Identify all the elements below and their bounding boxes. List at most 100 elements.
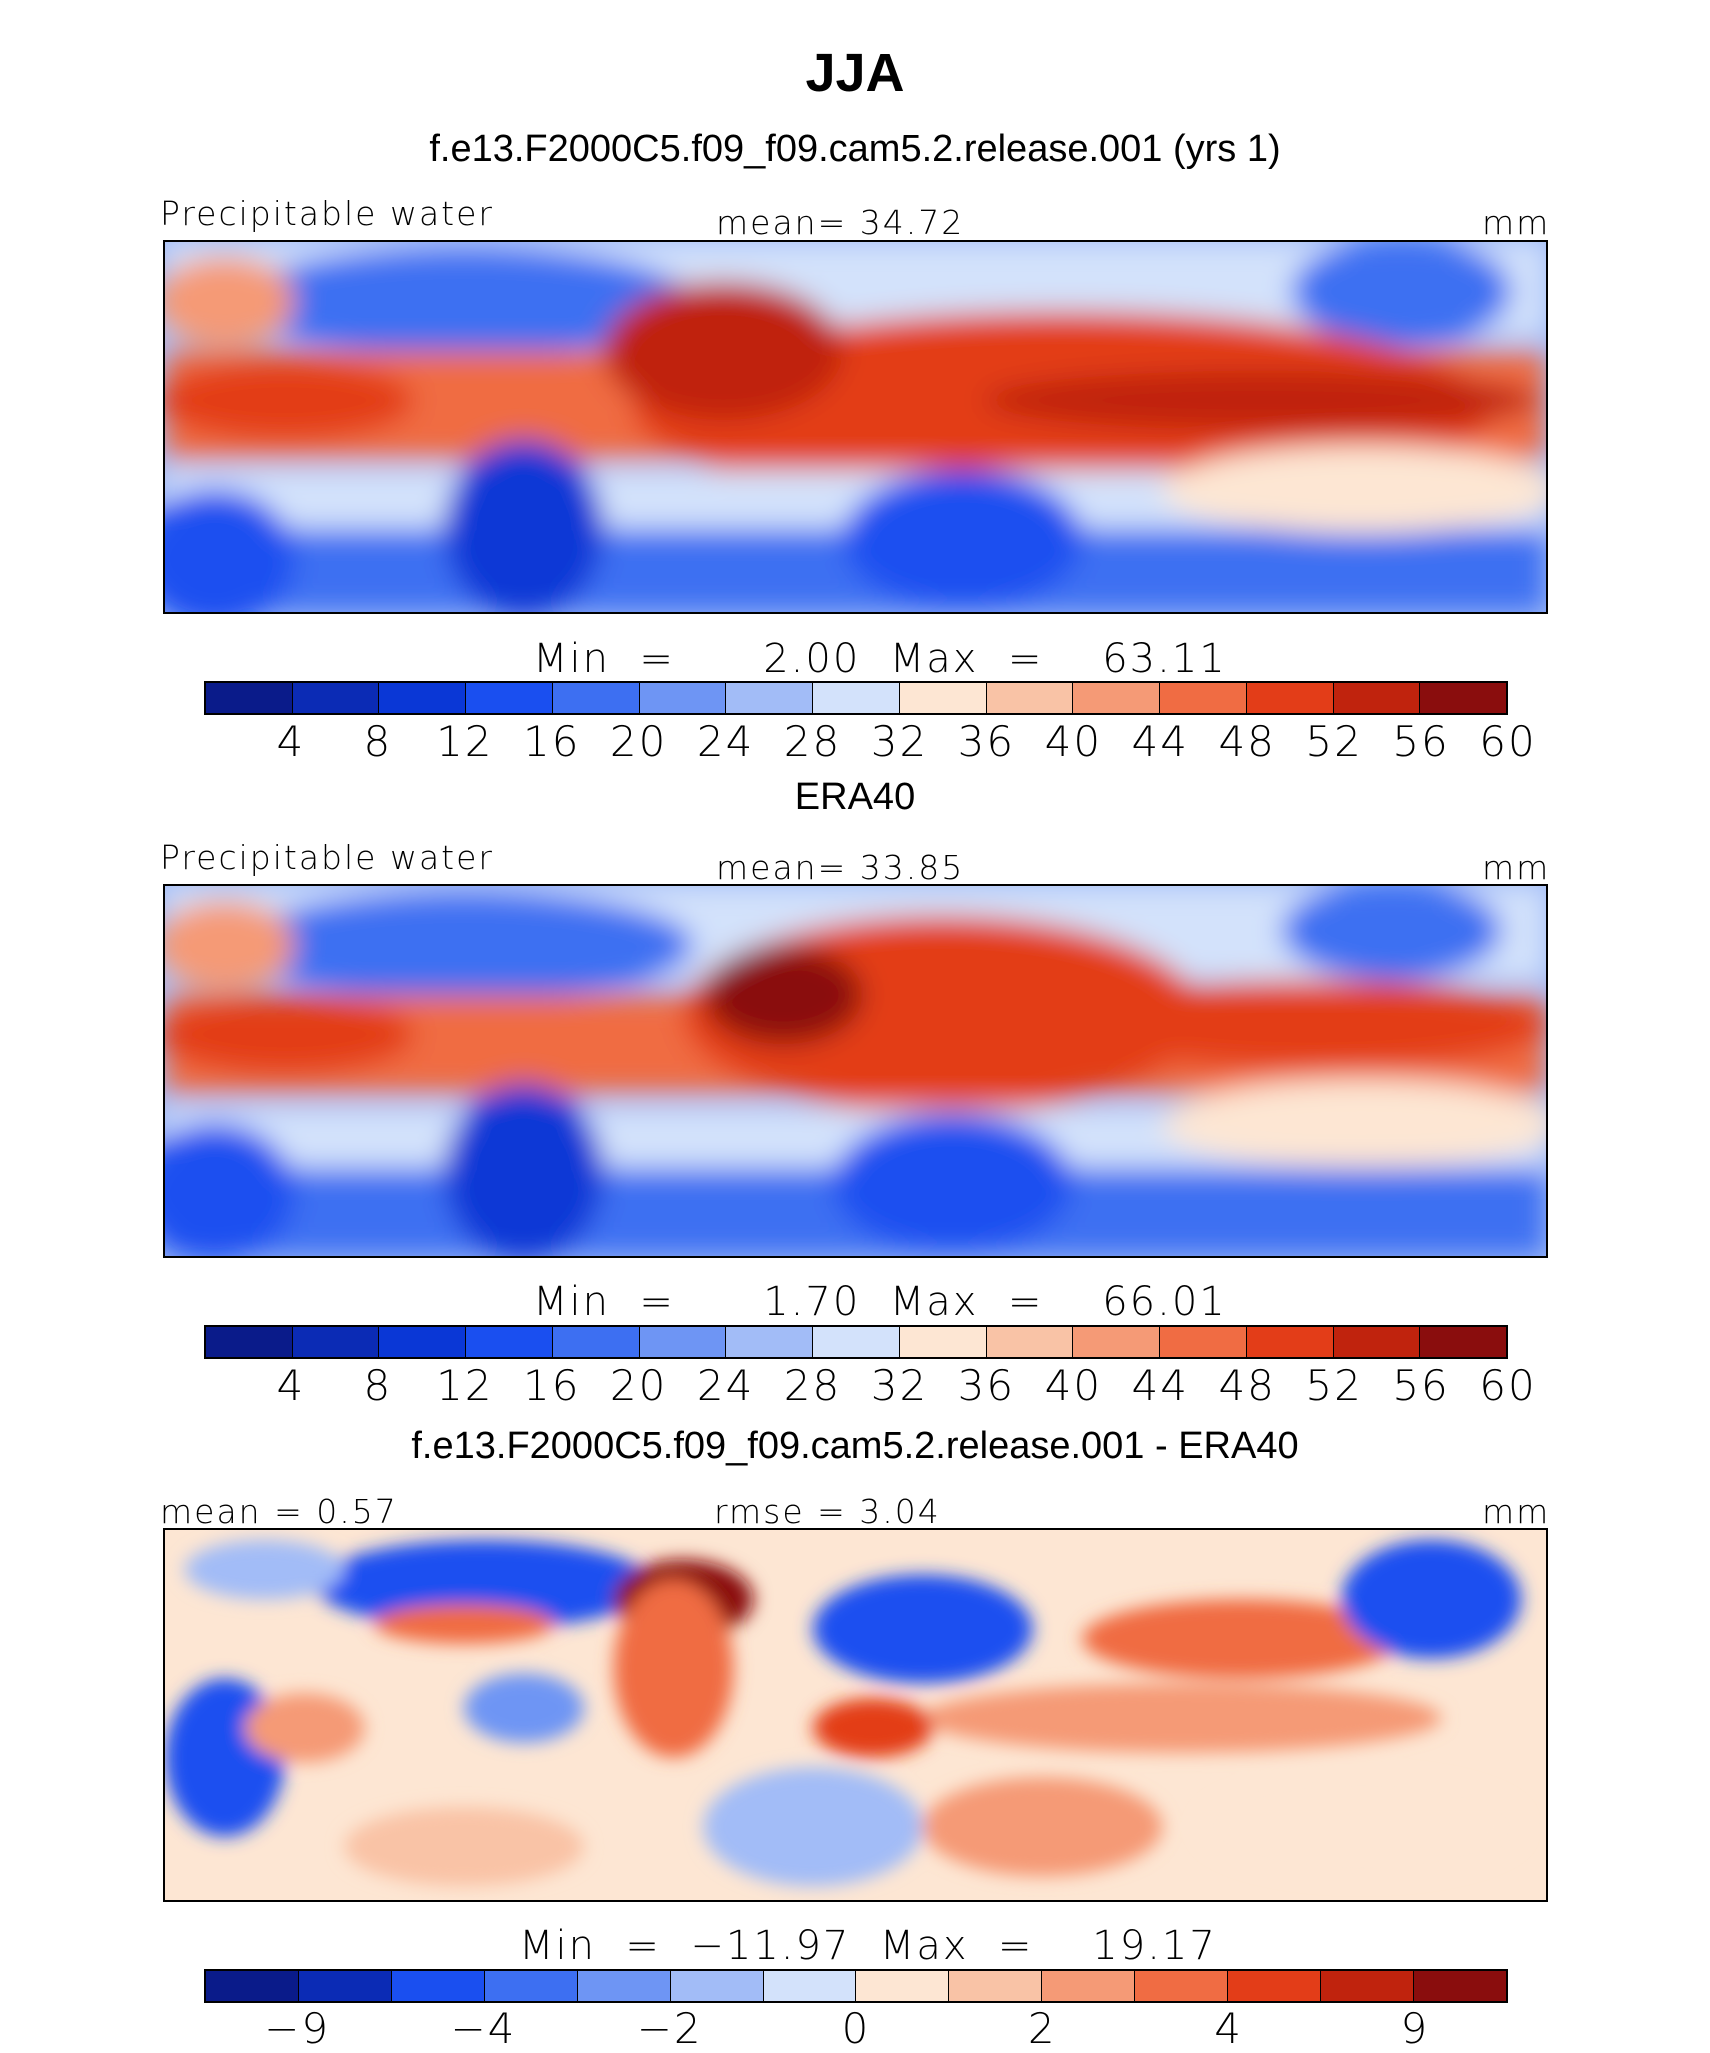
panel3-map [163, 1528, 1548, 1902]
colorbar-swatch [813, 1327, 900, 1357]
colorbar-swatch [986, 1327, 1074, 1357]
colorbar-tick-label: 36 [957, 1361, 1016, 1410]
panel1-minmax: Min = 2.00 Max = 63.11 [533, 636, 1227, 682]
colorbar-tick-label: 20 [609, 1361, 668, 1410]
colorbar-tick-label: 16 [522, 717, 581, 766]
colorbar-tick-label: 2 [1027, 2004, 1057, 2053]
colorbar-tick-label: 8 [363, 1361, 393, 1410]
colorbar-tick-label: 12 [436, 1361, 494, 1410]
colorbar-tick-label: 9 [1400, 2004, 1430, 2053]
colorbar-swatch [670, 1971, 764, 2001]
figure-title: JJA [805, 43, 905, 103]
colorbar-swatch [1042, 1971, 1136, 2001]
colorbar-swatch [552, 683, 640, 713]
colorbar-swatch [1321, 1971, 1414, 2001]
colorbar-swatch [292, 683, 380, 713]
colorbar-swatch [1333, 683, 1421, 713]
colorbar-tick-label: 52 [1305, 1361, 1363, 1410]
colorbar-swatch [899, 683, 987, 713]
colorbar-tick-label: 36 [957, 717, 1016, 766]
colorbar-tick-label: 40 [1044, 717, 1103, 766]
panel1-map [163, 240, 1548, 614]
colorbar-swatch [1228, 1971, 1322, 2001]
colorbar-swatch [1160, 1327, 1247, 1357]
colorbar-tick-label: 32 [870, 717, 929, 766]
colorbar-swatch [552, 1327, 640, 1357]
colorbar-tick-label: 16 [522, 1361, 581, 1410]
colorbar-tick-label: −2 [636, 2004, 703, 2053]
colorbar-tick-label: 28 [783, 717, 842, 766]
panel2-minmax: Min = 1.70 Max = 66.01 [533, 1279, 1227, 1325]
panel3-rmse-label: rmse = 3.04 [714, 1492, 941, 1531]
panel2-units: mm [1482, 848, 1551, 887]
colorbar-swatch [206, 683, 293, 713]
colorbar-tick-label: −4 [450, 2004, 517, 2053]
colorbar-swatch [1246, 683, 1334, 713]
colorbar-swatch [986, 683, 1074, 713]
colorbar-tick-label: 44 [1131, 717, 1189, 766]
colorbar-tick-label: 48 [1218, 1361, 1276, 1410]
colorbar-swatch [726, 1327, 814, 1357]
colorbar-swatch [1333, 1327, 1421, 1357]
colorbar-tick-label: 56 [1392, 717, 1450, 766]
panel1-mean-label: mean= 34.72 [716, 203, 965, 242]
colorbar-tick-label: 44 [1131, 1361, 1189, 1410]
colorbar-tick-label: 8 [363, 717, 393, 766]
panel3-minmax: Min = −11.97 Max = 19.17 [519, 1923, 1217, 1969]
colorbar-swatch [577, 1971, 671, 2001]
colorbar-tick-label: 24 [696, 717, 755, 766]
colorbar-swatch [466, 1327, 553, 1357]
colorbar-swatch [763, 1971, 857, 2001]
colorbar-swatch [1246, 1327, 1334, 1357]
colorbar-tick-label: 60 [1479, 717, 1537, 766]
colorbar-swatch [298, 1971, 392, 2001]
colorbar-swatch [1073, 683, 1161, 713]
colorbar-swatch [391, 1971, 485, 2001]
colorbar-tick-label: 60 [1479, 1361, 1537, 1410]
colorbar-swatch [639, 683, 727, 713]
colorbar-swatch [379, 683, 467, 713]
panel1-units: mm [1482, 203, 1551, 242]
colorbar-tick-label: 28 [783, 1361, 842, 1410]
colorbar-swatch [1413, 1971, 1506, 2001]
colorbar-swatch [484, 1971, 578, 2001]
colorbar-swatch [466, 683, 553, 713]
panel3-units: mm [1482, 1492, 1551, 1531]
panel1-title: f.e13.F2000C5.f09_f09.cam5.2.release.001… [429, 128, 1281, 170]
panel3-title: f.e13.F2000C5.f09_f09.cam5.2.release.001… [411, 1425, 1299, 1467]
panel2-title: ERA40 [794, 776, 916, 818]
colorbar-swatch [206, 1327, 293, 1357]
colorbar-swatch [949, 1971, 1043, 2001]
colorbar-swatch [292, 1327, 380, 1357]
colorbar-swatch [639, 1327, 727, 1357]
panel3-colorbar [204, 1969, 1508, 2003]
colorbar-swatch [899, 1327, 987, 1357]
colorbar-swatch [379, 1327, 467, 1357]
panel2-mean-label: mean= 33.85 [716, 848, 965, 887]
panel2-variable-label: Precipitable water [160, 838, 494, 877]
colorbar-tick-label: 20 [609, 717, 668, 766]
panel3-mean-label: mean = 0.57 [160, 1492, 398, 1531]
panel2-colorbar [204, 1325, 1508, 1359]
panel2-map [163, 884, 1548, 1258]
colorbar-tick-label: 52 [1305, 717, 1363, 766]
colorbar-swatch [1135, 1971, 1229, 2001]
colorbar-tick-label: 48 [1218, 717, 1276, 766]
panel1-variable-label: Precipitable water [160, 194, 494, 233]
panel1-colorbar [204, 681, 1508, 715]
colorbar-tick-label: 4 [276, 717, 306, 766]
colorbar-tick-label: −9 [264, 2004, 331, 2053]
colorbar-swatch [1073, 1327, 1161, 1357]
colorbar-tick-label: 0 [841, 2004, 871, 2053]
colorbar-tick-label: 4 [276, 1361, 306, 1410]
colorbar-tick-label: 4 [1214, 2004, 1243, 2053]
colorbar-tick-label: 12 [436, 717, 494, 766]
colorbar-swatch [856, 1971, 950, 2001]
colorbar-tick-label: 32 [870, 1361, 929, 1410]
colorbar-tick-label: 40 [1044, 1361, 1103, 1410]
colorbar-swatch [1160, 683, 1247, 713]
colorbar-swatch [206, 1971, 299, 2001]
colorbar-tick-label: 24 [696, 1361, 755, 1410]
colorbar-swatch [1420, 1327, 1507, 1357]
colorbar-swatch [813, 683, 900, 713]
